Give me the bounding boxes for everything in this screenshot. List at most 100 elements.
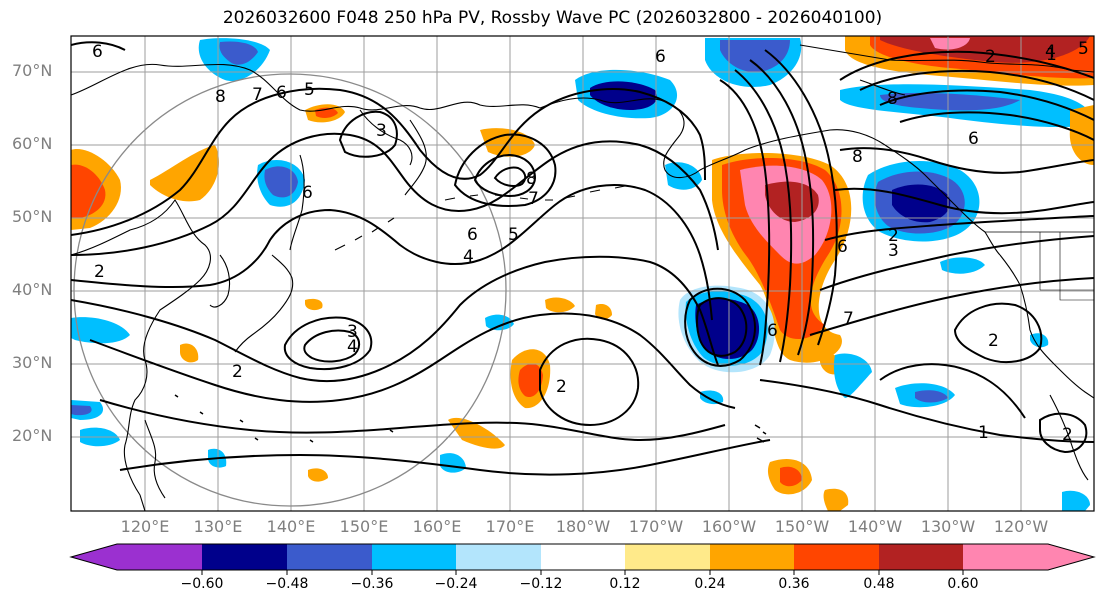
contour-gulf-1	[719, 79, 771, 366]
contour-japan-low	[283, 316, 373, 371]
contour-label: 4	[1045, 42, 1056, 62]
colorbar-tick-label: −0.60	[180, 576, 224, 592]
colorbar-tick-label: 0.48	[863, 576, 895, 592]
coast-canada-north	[799, 44, 1094, 73]
contour-label: 5	[1078, 39, 1089, 59]
coast-kurils	[334, 217, 395, 251]
contour-gulf-low-1	[684, 287, 757, 367]
contour-label: 3	[376, 121, 387, 141]
contour-label: 6	[837, 237, 848, 257]
lat-label-50n: 50°N	[12, 207, 53, 226]
colorbar-extend-low	[71, 544, 117, 570]
contour-label: 2	[888, 226, 899, 246]
contour-e	[89, 312, 736, 409]
lon-label-170e: 170°E	[485, 517, 535, 536]
lon-label-160e: 160°E	[412, 517, 462, 536]
coast-japan	[234, 254, 294, 353]
shade-se-red-1	[780, 466, 802, 487]
shade-cp-red-1	[518, 363, 543, 398]
contour-japan-low2	[303, 329, 361, 363]
contour-label: 4	[463, 247, 474, 267]
coast-bc	[884, 144, 1001, 256]
contour-nw-corner	[71, 41, 126, 51]
contour-label: 2	[988, 331, 999, 351]
coast-alaska	[539, 97, 886, 179]
colorbar-segment	[710, 544, 794, 570]
contour-label: 8	[215, 87, 226, 107]
contour-label: 8	[526, 169, 537, 189]
map-frame	[70, 35, 1095, 512]
map-title: 2026032600 F048 250 hPa PV, Rossby Wave …	[222, 8, 883, 28]
lon-label-130e: 130°E	[193, 517, 243, 536]
coast-pacific-islands	[174, 394, 394, 443]
contour-label: 7	[528, 189, 539, 209]
colorbar-outline	[69, 543, 1096, 571]
contour-label: 6	[655, 47, 666, 67]
colorbar-tick-label: −0.48	[265, 576, 309, 592]
graticule	[71, 36, 1094, 511]
colorbar-segment	[456, 544, 541, 570]
shade-ep-cyan-6	[700, 390, 724, 405]
shade-arctic-blue	[720, 40, 790, 73]
coast-korea	[209, 254, 231, 308]
shade-ep-cyan-1	[833, 353, 872, 398]
contour-label: 5	[508, 225, 519, 245]
contour-gulf-3	[749, 59, 815, 356]
colorbar-tick-label: −0.24	[434, 576, 478, 592]
contour-ne-4	[819, 235, 1094, 291]
colorbar-tick-label: −0.12	[519, 576, 563, 592]
pv-contours	[71, 41, 1094, 476]
shade-cp-orange-7	[308, 468, 328, 482]
shade-ep-blue-2	[915, 390, 948, 403]
coast-siberia	[71, 63, 541, 112]
contour-ne-5	[809, 277, 1094, 336]
contour-label: 8	[852, 147, 863, 167]
reference-circle	[73, 73, 507, 507]
contour-label: 2	[556, 377, 567, 397]
coast-pnw	[999, 254, 1094, 399]
coastlines	[71, 44, 1094, 511]
contour-label: 1	[1046, 45, 1057, 65]
contour-label: 3	[347, 322, 358, 342]
coast-baja	[1049, 394, 1089, 481]
shade-nw-blue-low	[71, 405, 92, 416]
contour-label: 2	[1062, 425, 1073, 445]
lon-label-120e: 120°E	[120, 517, 170, 536]
colorbar-segment	[372, 544, 456, 570]
colorbar-tick-label: 0.12	[609, 576, 641, 592]
contour-se-1	[759, 379, 1094, 443]
contour-label: 6	[968, 129, 979, 149]
contour-label: 1	[978, 423, 989, 443]
shade-ep-cyan-7	[665, 162, 702, 190]
contour-label: 2	[985, 47, 996, 67]
contour-a	[71, 87, 706, 236]
contour-label: 6	[767, 321, 778, 341]
contour-label: 6	[276, 83, 287, 103]
colorbar-tick-label: −0.36	[350, 576, 394, 592]
shade-nw-red-1	[71, 164, 106, 218]
colorbar	[69, 543, 1096, 575]
shade-gulf-alaska-dark	[765, 181, 819, 222]
shade-nw-cyan-mid	[71, 317, 130, 344]
contour-ne-2	[834, 187, 1094, 215]
lon-label-120w: 120°W	[993, 517, 1049, 536]
contour-label: 4	[347, 337, 358, 357]
contour-ne-3	[824, 215, 1094, 241]
contour-label: 7	[252, 85, 263, 105]
coast-sakhalin	[289, 154, 305, 251]
contour-label: 2	[232, 362, 243, 382]
contour-gulf-4	[764, 49, 838, 346]
lon-label-180w: 180°W	[555, 517, 611, 536]
lat-label-30n: 30°N	[12, 353, 53, 372]
contour-label: 6	[302, 183, 313, 203]
contour-arctic-4	[899, 111, 1094, 141]
lon-label-130w: 130°W	[920, 517, 976, 536]
contour-cp-low	[539, 337, 640, 427]
colorbar-segment	[879, 544, 963, 570]
contour-okhotsk-loop	[338, 110, 398, 158]
contour-label: 3	[888, 241, 899, 261]
lon-label-150e: 150°E	[339, 517, 389, 536]
contour-gulf-2	[734, 69, 793, 363]
shade-cp-orange-6	[305, 298, 323, 311]
